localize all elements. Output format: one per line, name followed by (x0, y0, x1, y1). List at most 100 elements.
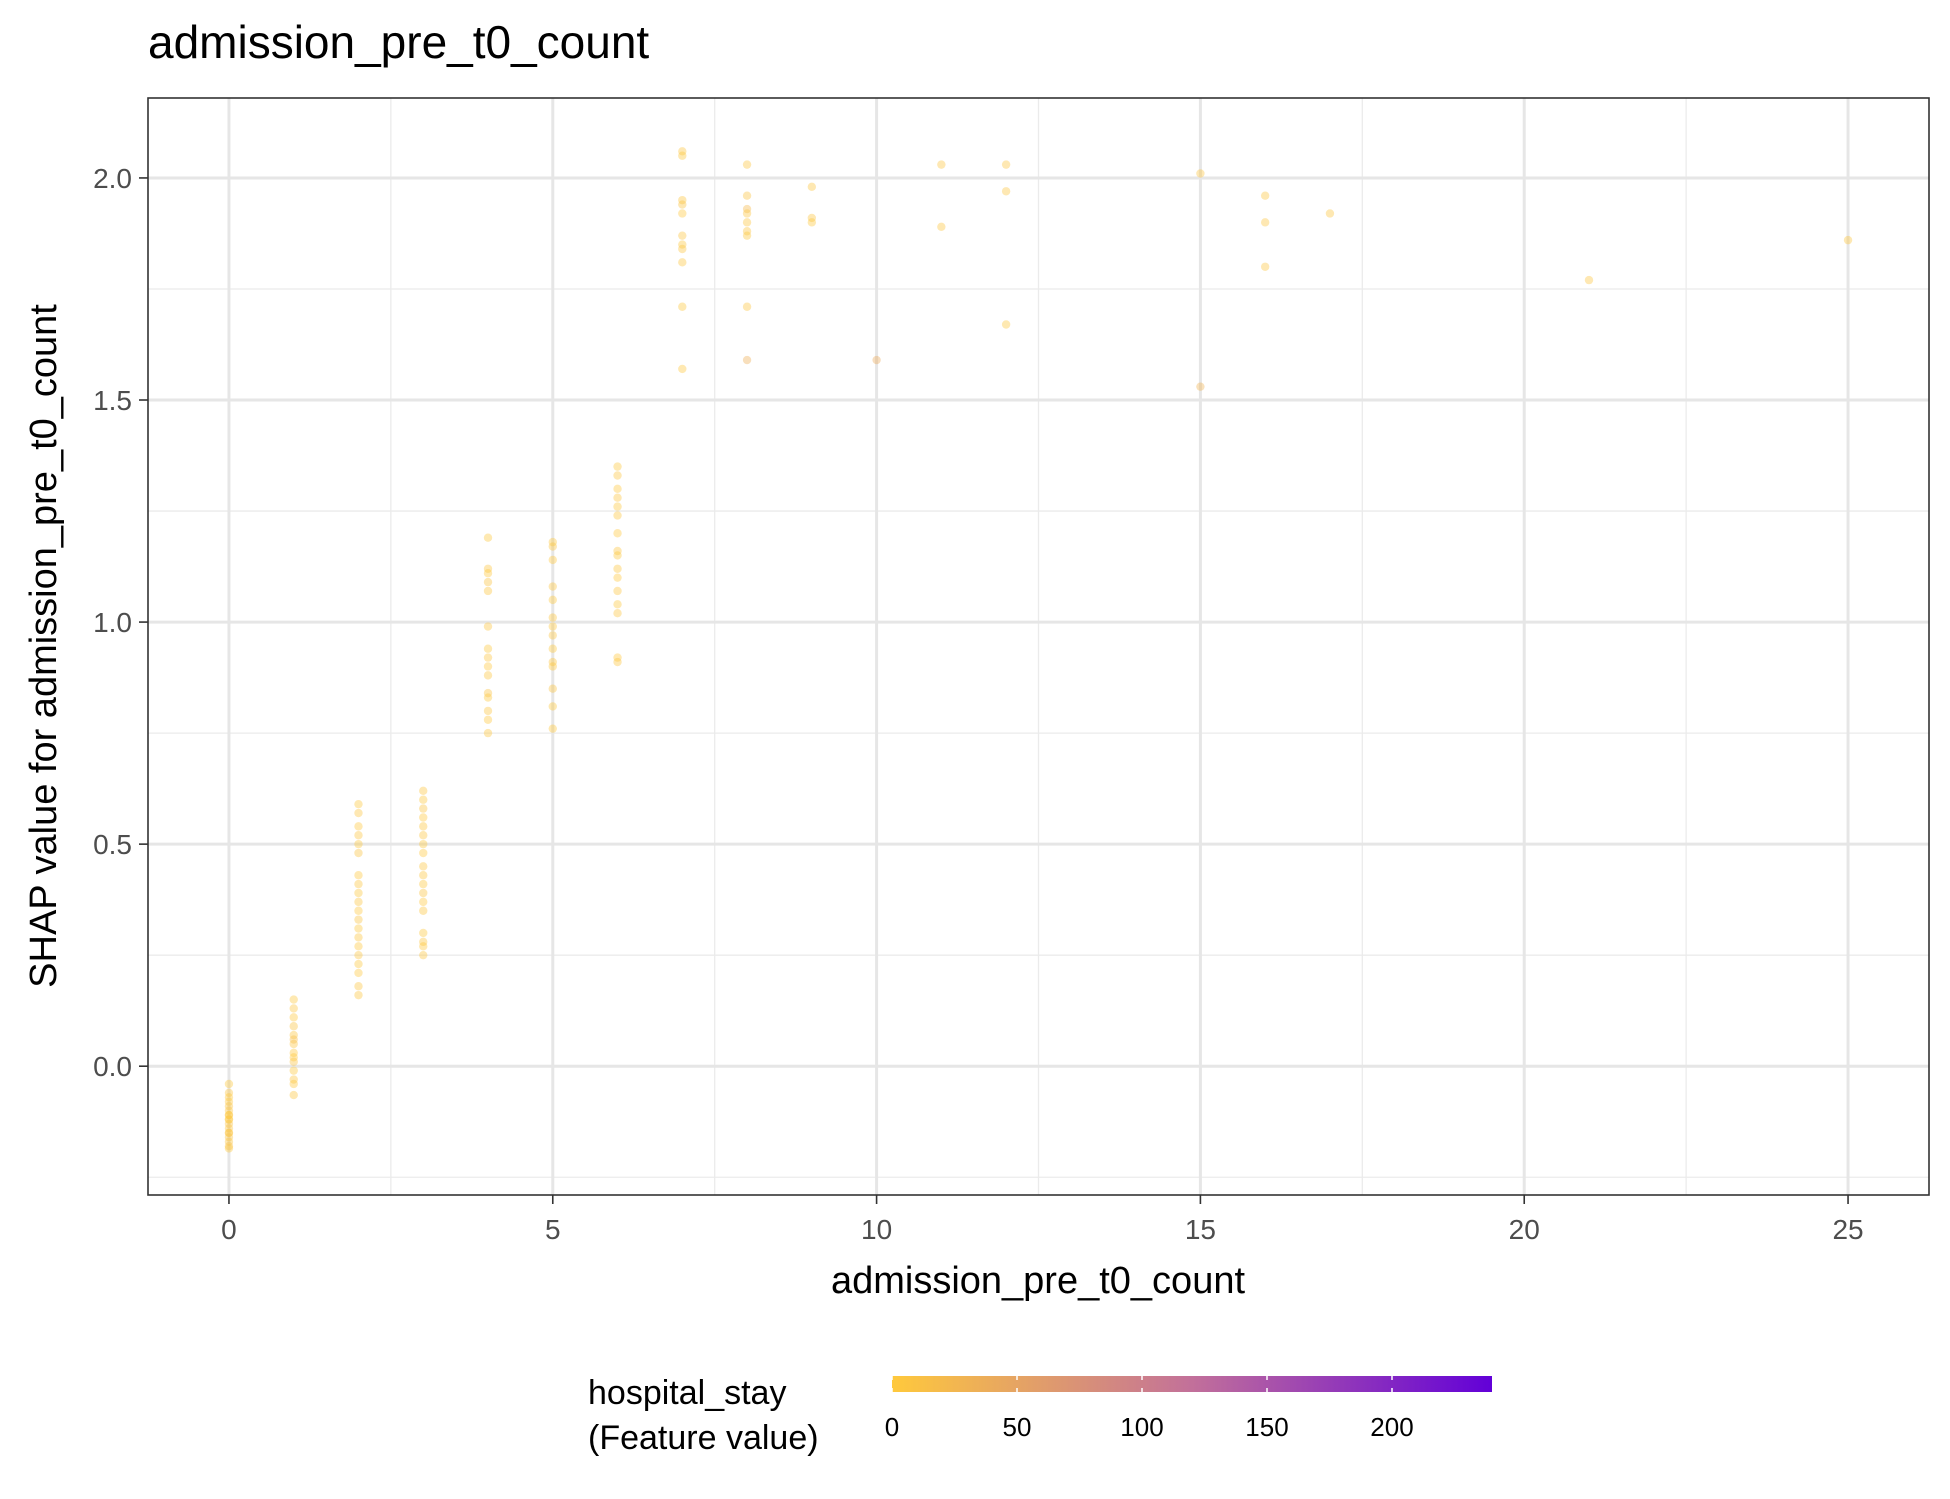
data-point (483, 706, 493, 716)
data-point (419, 897, 428, 907)
data-point (613, 471, 622, 480)
data-point (419, 950, 428, 960)
data-point (483, 577, 493, 587)
data-point (807, 218, 817, 227)
y-tick-label: 1.5 (93, 385, 132, 416)
legend-colorbar (892, 1376, 1492, 1392)
legend-tick-label: 100 (1120, 1412, 1163, 1442)
data-point (1325, 209, 1335, 218)
x-tick-label: 5 (545, 1214, 561, 1245)
data-point (224, 1115, 234, 1124)
data-point (548, 724, 557, 733)
data-points (224, 147, 1853, 1153)
data-point (354, 990, 363, 1000)
data-point (678, 258, 687, 267)
data-point (419, 942, 428, 951)
data-point (483, 533, 493, 542)
data-point (548, 613, 557, 622)
data-point (613, 657, 622, 667)
data-point (483, 693, 493, 702)
data-point (1843, 235, 1853, 245)
data-point (354, 897, 363, 907)
data-point (354, 839, 363, 849)
data-point (354, 933, 363, 942)
data-point (548, 662, 557, 671)
data-point (419, 822, 428, 831)
data-point (678, 209, 687, 218)
data-point (419, 848, 428, 858)
data-point (872, 355, 881, 365)
data-point (742, 209, 752, 218)
data-point (354, 959, 363, 969)
data-point (224, 1106, 234, 1115)
data-point (742, 204, 752, 214)
y-axis-title: SHAP value for admission_pre_t0_count (23, 304, 65, 988)
data-point (419, 831, 428, 840)
data-point (419, 804, 428, 813)
data-point (224, 1137, 234, 1146)
data-point (224, 1101, 234, 1111)
data-point (548, 644, 557, 653)
data-point (483, 564, 493, 573)
data-point (289, 995, 298, 1004)
data-point (613, 502, 622, 511)
data-point (419, 813, 428, 822)
data-point (613, 608, 622, 618)
data-point (613, 573, 622, 582)
data-point (1001, 187, 1011, 196)
y-tick-label: 2.0 (93, 163, 132, 194)
data-point (483, 644, 493, 653)
data-point (807, 213, 817, 223)
data-point (613, 586, 622, 596)
data-point (613, 493, 622, 502)
x-axis: 0 5 10 15 20 25 (221, 1195, 1864, 1245)
data-point (1196, 382, 1205, 391)
data-point (742, 218, 752, 227)
data-point (937, 160, 946, 169)
data-point (613, 529, 622, 538)
legend-title-line1: hospital_stay (588, 1374, 786, 1412)
data-point (224, 1119, 234, 1129)
data-point (289, 1030, 298, 1040)
legend-tick-label: 150 (1245, 1412, 1288, 1442)
data-point (289, 1057, 298, 1066)
data-point (678, 244, 687, 254)
data-point (289, 1004, 298, 1013)
data-point (742, 231, 752, 240)
data-point (419, 928, 428, 938)
data-point (548, 582, 557, 591)
data-point (354, 950, 363, 960)
data-point (419, 879, 428, 889)
x-tick-label: 20 (1509, 1214, 1540, 1245)
data-point (548, 622, 557, 631)
data-point (807, 182, 817, 192)
data-point (224, 1088, 234, 1098)
data-point (224, 1110, 234, 1120)
data-point (224, 1097, 234, 1106)
data-point (224, 1133, 234, 1142)
data-point (678, 240, 687, 249)
grid-minor-lines (148, 98, 1929, 1195)
data-point (548, 542, 557, 551)
x-tick-label: 15 (1185, 1214, 1216, 1245)
plot-area (147, 97, 1930, 1196)
data-point (483, 715, 493, 724)
data-point (419, 906, 428, 915)
data-point (224, 1141, 234, 1151)
data-point (548, 595, 557, 605)
data-point (224, 1144, 234, 1153)
data-point (354, 915, 363, 924)
data-point (224, 1128, 234, 1138)
data-point (483, 586, 493, 596)
data-point (289, 1066, 298, 1075)
legend-ticks: 0 50 100 150 200 (885, 1376, 1414, 1442)
data-point (678, 200, 687, 209)
data-point (613, 653, 622, 662)
data-point (613, 551, 622, 560)
data-point (354, 848, 363, 858)
data-point (289, 1075, 298, 1084)
data-point (613, 600, 622, 609)
data-point (483, 728, 493, 738)
data-point (224, 1115, 234, 1124)
